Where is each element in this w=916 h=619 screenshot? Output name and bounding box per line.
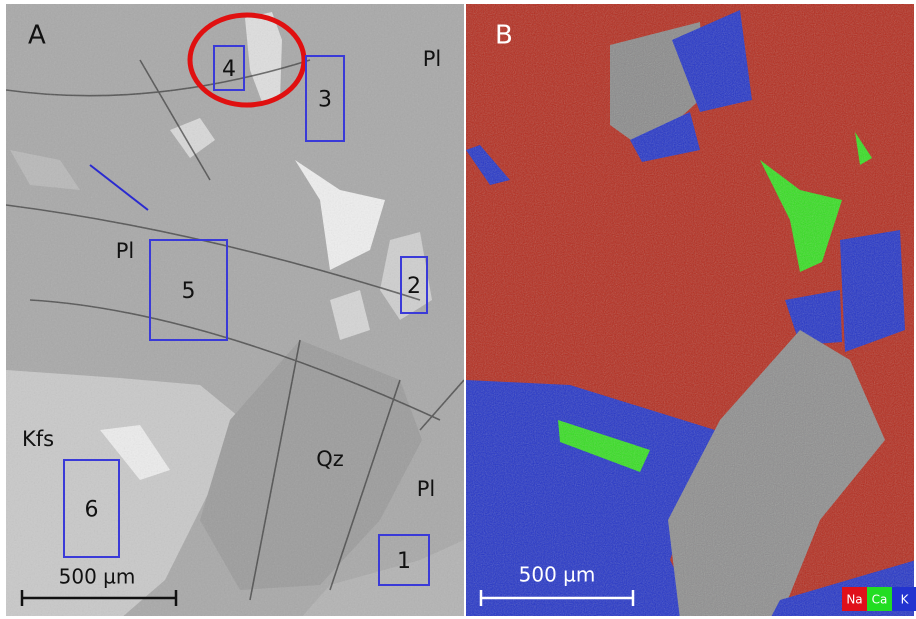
panel-b-image bbox=[466, 4, 916, 619]
region-number: 3 bbox=[318, 88, 332, 113]
scale-label: 500 µm bbox=[519, 563, 596, 587]
mineral-label: Pl bbox=[417, 477, 436, 501]
panel-label: A bbox=[28, 21, 46, 51]
legend-label: Na bbox=[846, 593, 862, 607]
scale-label: 500 µm bbox=[59, 565, 136, 589]
mineral-label: Pl bbox=[423, 47, 442, 71]
mineral-label: Kfs bbox=[22, 427, 54, 451]
panel-label: B bbox=[495, 21, 513, 51]
region-number: 6 bbox=[85, 498, 99, 523]
legend-label: K bbox=[901, 593, 910, 607]
region-number: 5 bbox=[182, 279, 196, 304]
region-number: 2 bbox=[407, 274, 421, 299]
mineral-label: Qz bbox=[316, 447, 344, 471]
region-number: 4 bbox=[222, 57, 236, 82]
panel-a-image bbox=[6, 4, 464, 619]
figure: 1 2 3 4 5 6 Pl Pl Pl Kfs Qz A 500 µm B 500 µm Na C… bbox=[0, 0, 916, 619]
region-number: 1 bbox=[397, 549, 411, 574]
legend-label: Ca bbox=[872, 593, 888, 607]
mineral-label: Pl bbox=[116, 239, 135, 263]
